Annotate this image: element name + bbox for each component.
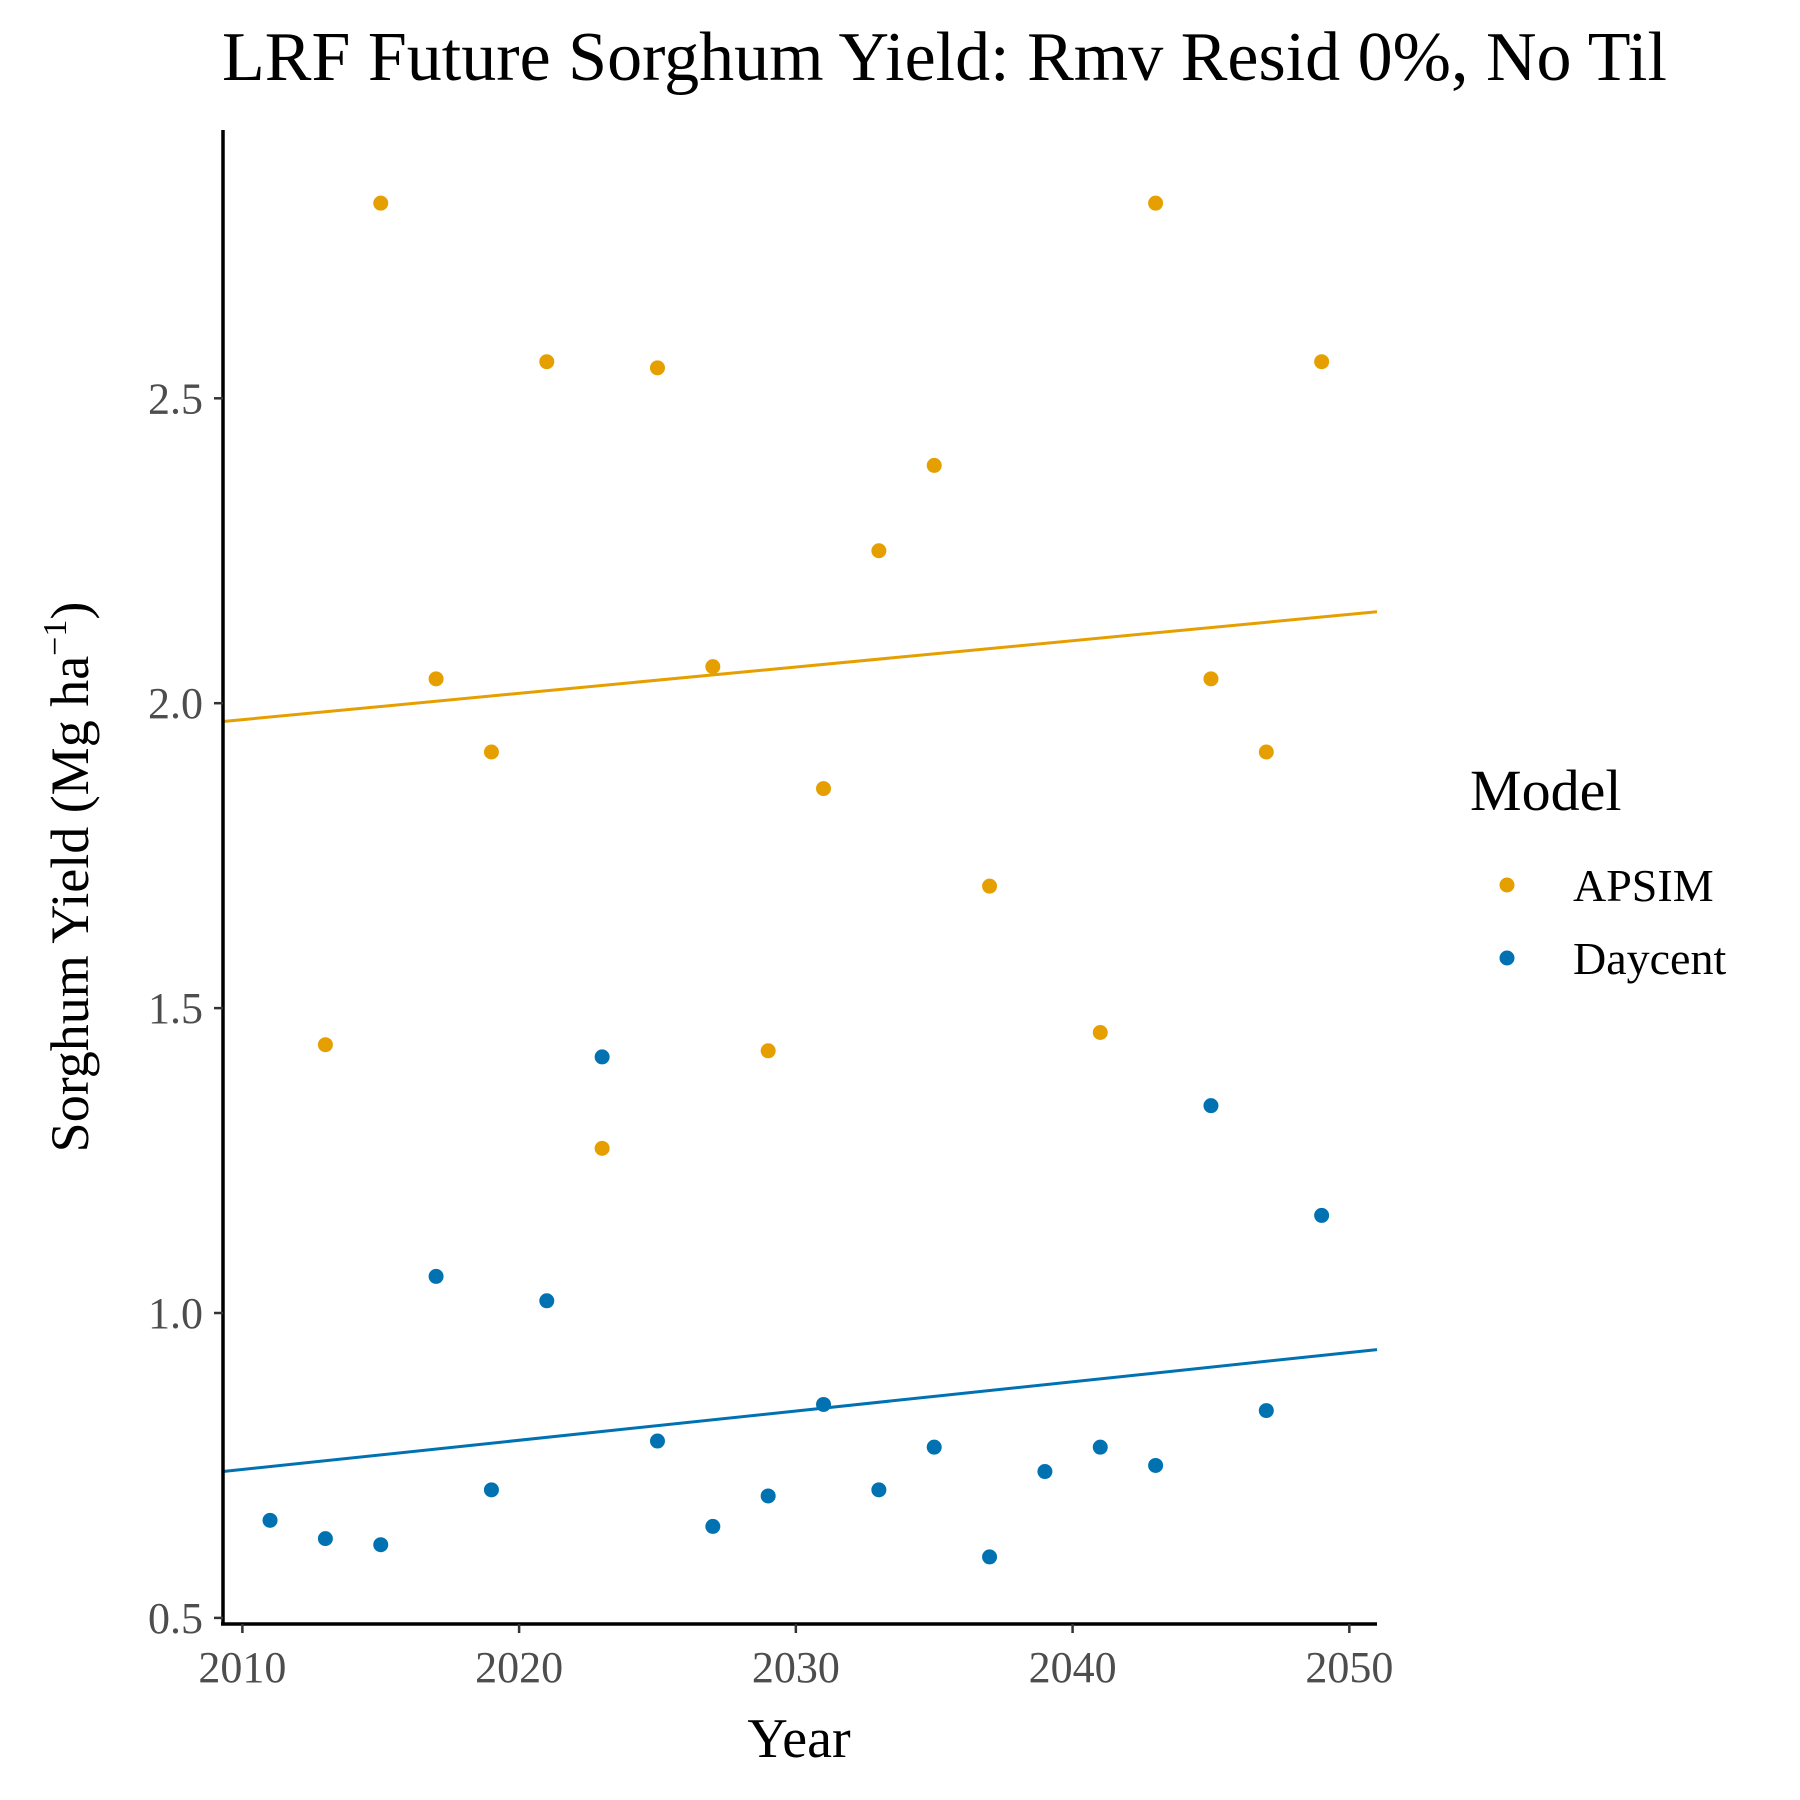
data-point-apsim	[317, 1037, 333, 1053]
data-point-apsim	[539, 354, 555, 370]
data-point-apsim	[760, 1043, 776, 1059]
data-point-daycent	[649, 1433, 665, 1449]
x-tick-label: 2040	[1029, 1643, 1117, 1692]
x-axis-ticks: 2010 2020 2030 2040 2050	[198, 1624, 1393, 1692]
series-daycent	[222, 1049, 1378, 1565]
data-point-daycent	[1258, 1403, 1274, 1419]
data-point-daycent	[317, 1531, 333, 1547]
data-point-apsim	[982, 878, 998, 894]
legend-title: Model	[1470, 758, 1621, 823]
data-point-daycent	[594, 1049, 610, 1065]
data-point-apsim	[373, 195, 389, 211]
legend-label-apsim: APSIM	[1573, 860, 1714, 911]
data-point-daycent	[871, 1482, 887, 1498]
y-axis-label-main: Sorghum Yield (Mg ha	[40, 656, 100, 1153]
legend-label-daycent: Daycent	[1573, 933, 1726, 984]
y-axis-label-close: )	[40, 602, 100, 620]
data-point-daycent	[539, 1293, 555, 1309]
series-apsim	[222, 195, 1378, 1156]
y-axis-label-sup: −1	[37, 620, 74, 656]
data-point-daycent	[705, 1518, 721, 1534]
data-point-apsim	[1314, 354, 1330, 370]
trend-line-daycent	[222, 1348, 1378, 1474]
legend: Model APSIM Daycent	[1470, 758, 1726, 984]
data-point-apsim	[816, 781, 832, 797]
chart-marks	[222, 195, 1378, 1565]
chart-title: LRF Future Sorghum Yield: Rmv Resid 0%, …	[222, 19, 1667, 96]
data-point-daycent	[428, 1268, 444, 1284]
data-point-daycent	[483, 1482, 499, 1498]
legend-key-apsim	[1499, 877, 1515, 893]
legend-entries: APSIM Daycent	[1499, 860, 1726, 984]
y-tick-label: 1.5	[148, 984, 203, 1033]
x-tick-label: 2050	[1305, 1643, 1393, 1692]
data-point-daycent	[1092, 1439, 1108, 1455]
data-point-daycent	[982, 1549, 998, 1565]
x-axis-label: Year	[747, 1708, 851, 1770]
data-point-apsim	[1203, 671, 1219, 687]
data-point-daycent	[816, 1396, 832, 1412]
y-tick-label: 1.0	[148, 1289, 203, 1338]
data-point-daycent	[926, 1439, 942, 1455]
y-tick-label: 2.0	[148, 679, 203, 728]
data-point-apsim	[1092, 1024, 1108, 1040]
data-point-apsim	[483, 744, 499, 760]
data-point-daycent	[1148, 1457, 1164, 1473]
x-tick-label: 2030	[752, 1643, 840, 1692]
x-tick-label: 2020	[475, 1643, 563, 1692]
data-point-apsim	[926, 457, 942, 473]
data-point-daycent	[262, 1512, 278, 1528]
data-point-apsim	[428, 671, 444, 687]
data-point-apsim	[594, 1140, 610, 1156]
data-point-apsim	[705, 659, 721, 675]
y-axis-label: Sorghum Yield (Mg ha−1)	[37, 602, 100, 1153]
data-point-apsim	[1148, 195, 1164, 211]
data-point-apsim	[871, 543, 887, 559]
y-tick-label: 0.5	[148, 1594, 203, 1643]
data-point-daycent	[1314, 1207, 1330, 1223]
data-point-daycent	[1203, 1098, 1219, 1114]
data-point-daycent	[373, 1537, 389, 1553]
data-point-daycent	[1037, 1464, 1053, 1480]
data-point-apsim	[649, 360, 665, 376]
y-axis-ticks: 0.5 1.0 1.5 2.0 2.5	[148, 374, 223, 1643]
data-point-apsim	[1258, 744, 1274, 760]
x-tick-label: 2010	[198, 1643, 286, 1692]
trend-line-apsim	[222, 610, 1378, 723]
y-tick-label: 2.5	[148, 374, 203, 423]
data-point-daycent	[760, 1488, 776, 1504]
legend-key-daycent	[1499, 950, 1515, 966]
